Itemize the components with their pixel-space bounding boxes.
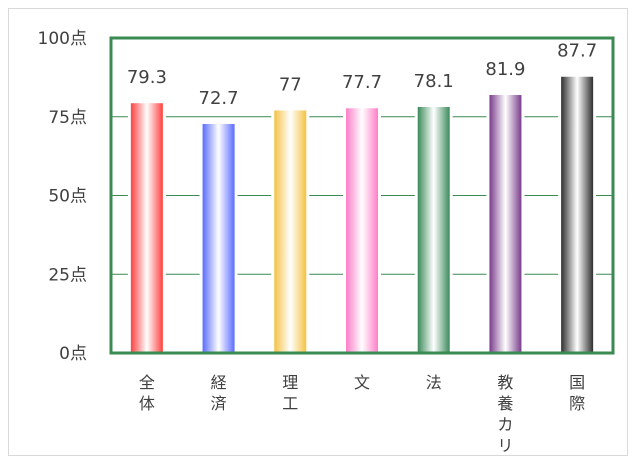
bars [127, 75, 597, 354]
bar [202, 123, 235, 354]
bar [274, 110, 307, 353]
data-labels: 79.3 72.7 77 77.7 78.1 81.9 87.7 [127, 41, 597, 109]
y-tick-label: 0点 [59, 344, 87, 364]
bar [130, 103, 163, 353]
x-tick-label: 経済 [211, 373, 227, 413]
x-tick-label: 全体 [139, 373, 155, 413]
y-axis-ticks: 0点 25点 50点 75点 100点 [38, 29, 87, 364]
chart-outer-border [8, 8, 628, 456]
data-label: 78.1 [414, 71, 454, 92]
bar [561, 76, 594, 354]
data-label: 87.7 [557, 41, 597, 62]
y-tick-label: 50点 [48, 187, 87, 207]
data-label: 77 [279, 74, 302, 95]
bar [417, 106, 450, 353]
x-tick-label: 教養カリ [497, 373, 513, 455]
x-axis-ticks: 全体 経済 理工 文 法 教養カリ 国際 [139, 373, 585, 455]
y-tick-label: 75点 [48, 108, 87, 128]
x-tick-label: 法 [426, 373, 442, 392]
y-tick-label: 25点 [48, 265, 87, 285]
data-label: 81.9 [485, 59, 525, 80]
data-label: 79.3 [127, 67, 167, 88]
plot-frame [109, 36, 615, 355]
y-tick-label: 100点 [38, 29, 87, 49]
bar [346, 108, 378, 354]
x-tick-label: 国際 [569, 373, 585, 413]
bar [489, 95, 522, 353]
x-tick-label: 文 [354, 373, 370, 392]
data-label: 72.7 [199, 88, 239, 109]
x-tick-label: 理工 [282, 373, 298, 413]
data-label: 77.7 [342, 72, 382, 93]
plot-area-border [109, 36, 615, 355]
